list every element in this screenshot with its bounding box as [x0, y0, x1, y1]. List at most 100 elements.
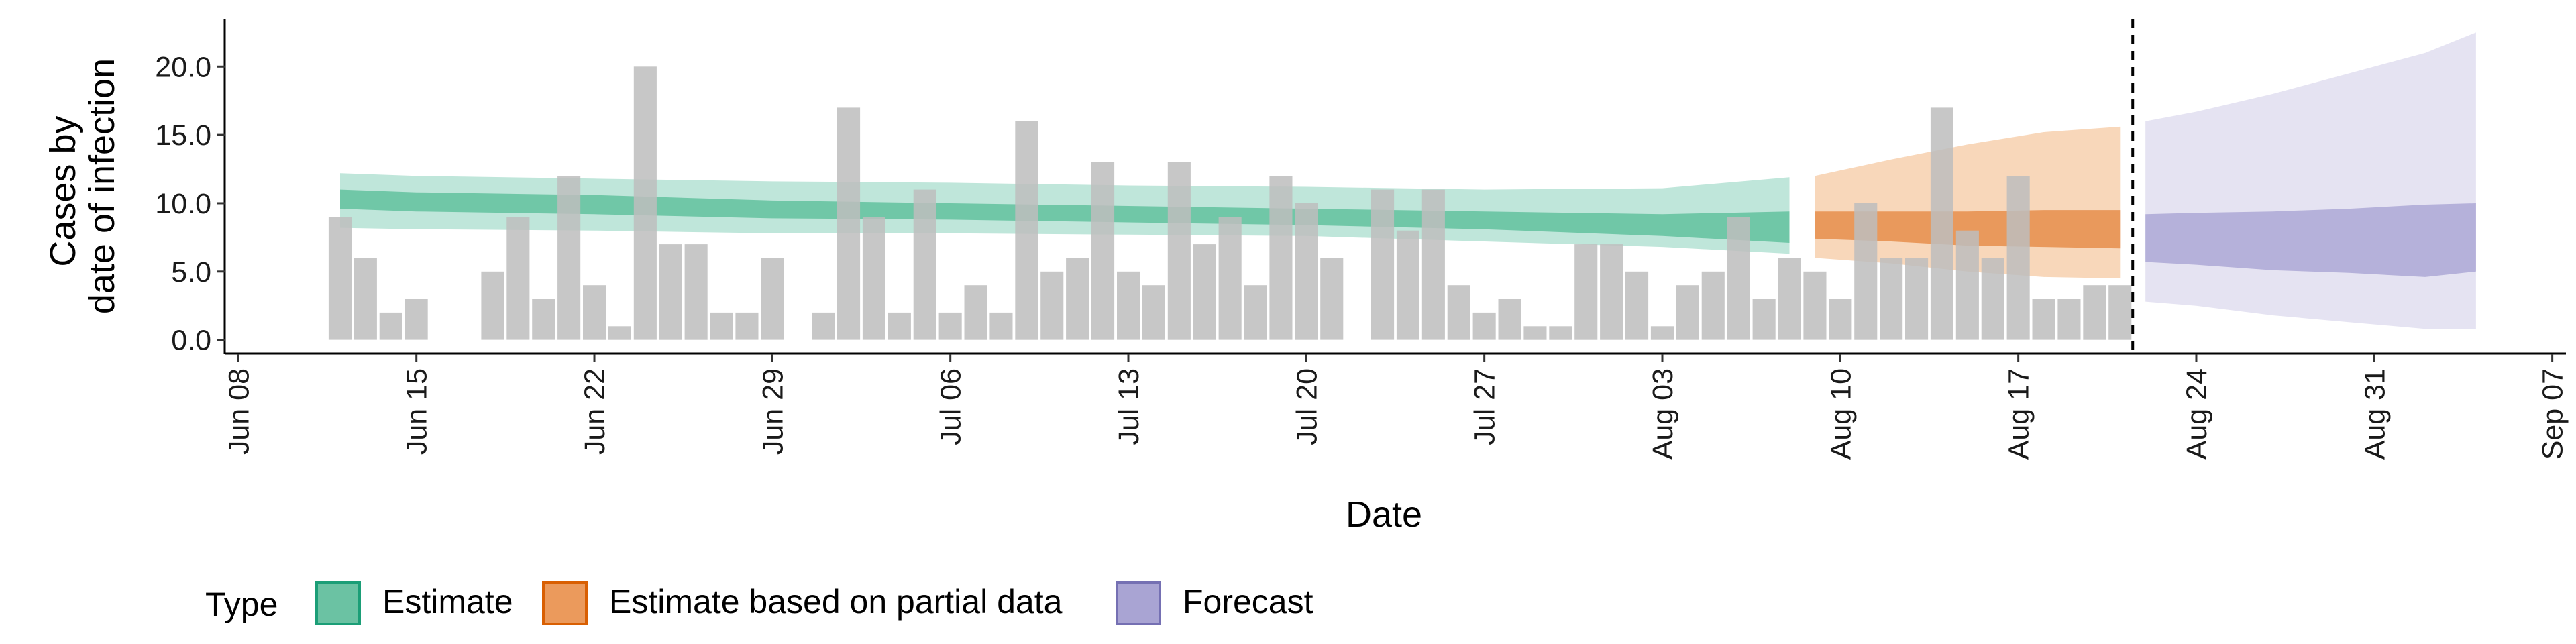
case-bar — [481, 271, 504, 340]
legend-swatch — [1116, 581, 1161, 625]
legend-title: Type — [205, 586, 278, 623]
case-bar — [379, 312, 402, 340]
case-bar — [506, 217, 530, 340]
case-bar — [1371, 189, 1395, 340]
case-bar — [1523, 326, 1547, 340]
case-bar — [1727, 217, 1750, 340]
case-bar — [1015, 121, 1038, 340]
band-inner-2 — [2145, 203, 2476, 277]
case-bar — [1752, 299, 1776, 340]
case-bar — [1269, 176, 1293, 340]
case-bar — [1498, 299, 1521, 340]
case-bar — [2006, 176, 2030, 340]
case-bar — [659, 244, 682, 340]
case-bar — [1880, 258, 1903, 340]
legend-swatch — [542, 581, 588, 625]
y-tick-label: 10.0 — [155, 188, 211, 220]
case-bar — [583, 285, 606, 340]
case-bar — [1905, 258, 1929, 340]
case-bar — [1955, 230, 1979, 340]
case-bar — [938, 312, 962, 340]
case-bar — [888, 312, 911, 340]
case-bar — [1854, 203, 1878, 340]
case-bar — [1193, 244, 1216, 340]
case-bar — [1167, 162, 1191, 340]
case-bar — [1574, 244, 1598, 340]
case-bar — [1778, 258, 1801, 340]
legend-swatch — [315, 581, 361, 625]
legend-label: Estimate based on partial data — [609, 583, 1063, 621]
x-tick-label: Jul 06 — [935, 368, 967, 445]
y-tick-label: 15.0 — [155, 119, 211, 152]
case-bar — [761, 258, 784, 340]
case-bar — [1625, 271, 1649, 340]
case-bar — [1040, 271, 1064, 340]
x-tick-label: Aug 24 — [2181, 368, 2213, 460]
case-bar — [1142, 285, 1165, 340]
x-tick-label: Aug 31 — [2359, 368, 2391, 460]
case-bar — [1396, 230, 1419, 340]
x-axis-ticks: Jun 08 Jun 15 Jun 22 Jun 29 Jul 06 Jul 13 Jul … — [223, 354, 2569, 460]
case-bar — [1447, 285, 1470, 340]
x-tick-label: Jul 20 — [1291, 368, 1323, 445]
case-bar — [2032, 299, 2055, 340]
case-bar — [1295, 203, 1318, 340]
case-bar — [1244, 285, 1267, 340]
case-bar — [1676, 285, 1699, 340]
case-bar — [812, 312, 835, 340]
case-bar — [1600, 244, 1623, 340]
axes — [223, 19, 2566, 355]
x-tick-label: Jul 13 — [1113, 368, 1145, 445]
case-bar — [1091, 162, 1115, 340]
x-tick-label: Jun 29 — [757, 368, 789, 455]
case-bar — [1117, 271, 1140, 340]
case-bar — [2057, 299, 2081, 340]
y-tick-label: 5.0 — [171, 256, 211, 288]
x-tick-label: Aug 03 — [1647, 368, 1679, 460]
case-bar — [1981, 258, 2004, 340]
case-bar — [532, 299, 555, 340]
case-bar — [1549, 326, 1572, 340]
x-tick-label: Jun 22 — [579, 368, 611, 455]
y-axis-title: Cases by date of infection — [43, 58, 122, 314]
x-tick-label: Sep 07 — [2537, 368, 2569, 460]
case-bar — [1472, 312, 1496, 340]
case-bar — [1829, 299, 1852, 340]
case-bar — [405, 299, 428, 340]
case-bar — [1421, 189, 1445, 340]
x-tick-label: Jun 15 — [401, 368, 433, 455]
case-bar — [2083, 285, 2106, 340]
legend-label: Estimate — [382, 583, 513, 621]
case-bar — [633, 66, 657, 340]
case-bar — [328, 217, 352, 340]
y-axis-ticks: 0.0 5.0 10.0 15.0 20.0 — [155, 51, 225, 357]
y-axis-title-line-2: date of infection — [82, 58, 122, 314]
case-bars — [328, 66, 2132, 340]
case-bar — [1930, 107, 1953, 340]
case-bar — [964, 285, 987, 340]
case-bar — [1803, 271, 1827, 340]
band-outer-2 — [2145, 32, 2476, 329]
legend: Type Estimate Estimate based on partial d… — [205, 581, 1313, 625]
case-bar — [710, 312, 733, 340]
case-bar — [862, 217, 885, 340]
case-bar — [1218, 217, 1242, 340]
case-bar — [1320, 258, 1344, 340]
y-tick-label: 20.0 — [155, 51, 211, 83]
y-tick-label: 0.0 — [171, 325, 211, 357]
legend-label: Forecast — [1183, 583, 1313, 621]
x-axis-title: Date — [1346, 494, 1422, 535]
x-tick-label: Aug 17 — [2003, 368, 2035, 460]
case-bar — [1701, 271, 1725, 340]
case-bar — [735, 312, 759, 340]
band-inner-0 — [340, 189, 1790, 243]
case-bar — [354, 258, 377, 340]
case-bar — [1650, 326, 1674, 340]
case-bar — [2108, 285, 2132, 340]
y-axis-title-line-1: Cases by — [43, 115, 83, 266]
x-tick-label: Jun 08 — [223, 368, 255, 455]
case-bar — [1066, 258, 1089, 340]
x-tick-label: Aug 10 — [1825, 368, 1857, 460]
